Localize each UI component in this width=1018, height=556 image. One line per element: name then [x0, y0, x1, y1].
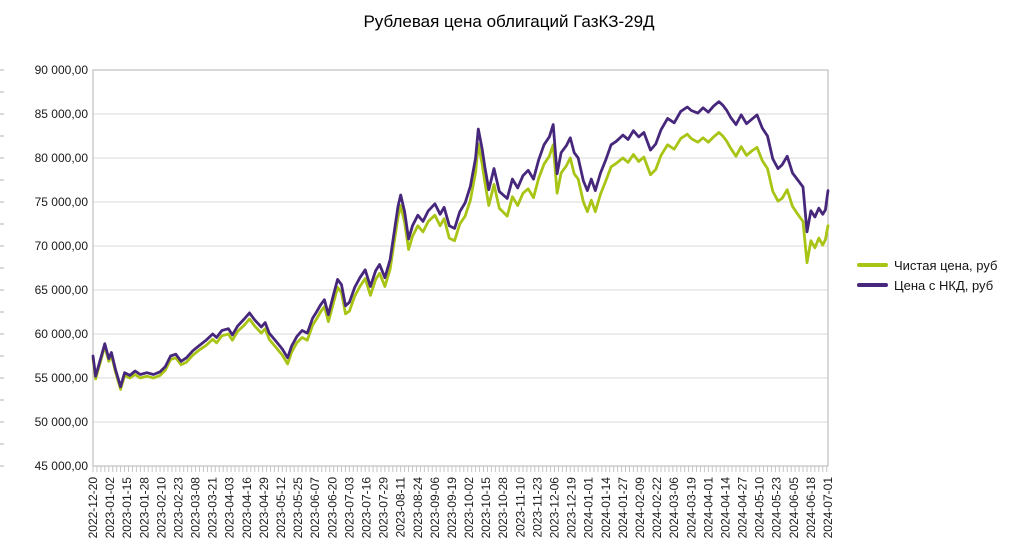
x-axis-label: 2023-08-11: [394, 477, 408, 538]
plot-border: [92, 69, 829, 467]
x-axis-label: 2023-09-19: [445, 477, 459, 539]
y-axis-label: 55 000,00: [35, 371, 89, 385]
series-line-price-with-accrued: [91, 100, 830, 389]
x-axis-label: 2023-05-25: [291, 477, 305, 539]
x-axis-label: 2024-01-01: [582, 477, 596, 539]
x-axis-label: 2023-07-16: [359, 477, 373, 539]
x-axis-label: 2024-05-23: [770, 477, 784, 539]
x-axis-label: 2024-06-05: [787, 477, 801, 539]
y-axis-label: 50 000,00: [35, 415, 89, 429]
x-axis-label: 2023-06-07: [308, 477, 322, 539]
series-line-clean-price: [91, 131, 830, 391]
x-axis-label: 2023-02-23: [171, 477, 185, 539]
x-axis-label: 2024-04-01: [701, 477, 715, 539]
y-axis-label: 85 000,00: [35, 107, 89, 121]
x-axis-label: 2023-04-03: [223, 477, 237, 539]
x-axis-label: 2024-05-10: [753, 477, 767, 539]
x-axis-label: 2023-01-15: [120, 477, 134, 539]
legend: Чистая цена, руб Цена с НКД, руб: [857, 255, 997, 295]
x-axis-label: 2024-01-14: [599, 477, 613, 539]
legend-item-price-with-accrued: Цена с НКД, руб: [857, 275, 997, 295]
y-axis-label: 65 000,00: [35, 283, 89, 297]
x-axis-label: 2023-11-23: [530, 477, 544, 538]
x-axis-label: 2024-02-09: [633, 477, 647, 539]
legend-swatch-clean-price: [857, 263, 888, 267]
x-axis-label: 2024-02-22: [650, 477, 664, 539]
x-axis-label: 2023-05-12: [274, 477, 288, 539]
legend-item-clean-price: Чистая цена, руб: [857, 255, 997, 275]
x-axis-label: 2023-04-29: [257, 477, 271, 539]
x-axis-label: 2022-12-20: [86, 477, 100, 539]
x-axis-label: 2023-10-15: [479, 477, 493, 539]
x-axis-label: 2024-07-01: [821, 477, 835, 539]
x-axis-label: 2024-03-19: [684, 477, 698, 539]
x-axis-label: 2023-02-10: [154, 477, 168, 539]
y-axis-label: 75 000,00: [35, 195, 89, 209]
x-axis-label: 2024-04-14: [718, 477, 732, 539]
x-axis-label: 2023-10-02: [462, 477, 476, 539]
legend-label-clean-price: Чистая цена, руб: [894, 257, 998, 273]
x-axis-label: 2024-03-06: [667, 477, 681, 539]
x-axis-label: 2023-01-02: [103, 477, 117, 539]
y-axis-label: 45 000,00: [35, 459, 89, 473]
x-axis-label: 2023-03-08: [189, 477, 203, 539]
x-axis-label: 2023-09-06: [428, 477, 442, 539]
x-axis-label: 2024-01-27: [616, 477, 630, 539]
x-axis-label: 2023-12-06: [548, 477, 562, 539]
x-axis-label: 2023-12-19: [565, 477, 579, 539]
x-axis-label: 2023-07-03: [342, 477, 356, 539]
y-axis-label: 60 000,00: [35, 327, 89, 341]
chart-title: Рублевая цена облигаций ГазКЗ-29Д: [363, 12, 655, 31]
y-axis-label: 70 000,00: [35, 239, 89, 253]
x-axis-label: 2023-07-29: [377, 477, 391, 539]
legend-swatch-price-with-accrued: [857, 283, 888, 287]
x-axis-label: 2023-08-24: [411, 477, 425, 539]
x-axis-label: 2023-06-20: [325, 477, 339, 539]
x-axis-label: 2023-01-28: [137, 477, 151, 539]
y-axis-label: 80 000,00: [35, 151, 89, 165]
x-axis-label: 2023-11-10: [513, 477, 527, 538]
x-axis-label: 2023-10-28: [496, 477, 510, 539]
x-axis-label: 2023-03-21: [206, 477, 220, 539]
x-axis-label: 2023-04-16: [240, 477, 254, 539]
legend-label-price-with-accrued: Цена с НКД, руб: [894, 277, 994, 293]
x-axis-label: 2024-04-27: [736, 477, 750, 539]
x-axis-label: 2024-06-18: [804, 477, 818, 539]
y-axis-label: 90 000,00: [35, 63, 89, 77]
